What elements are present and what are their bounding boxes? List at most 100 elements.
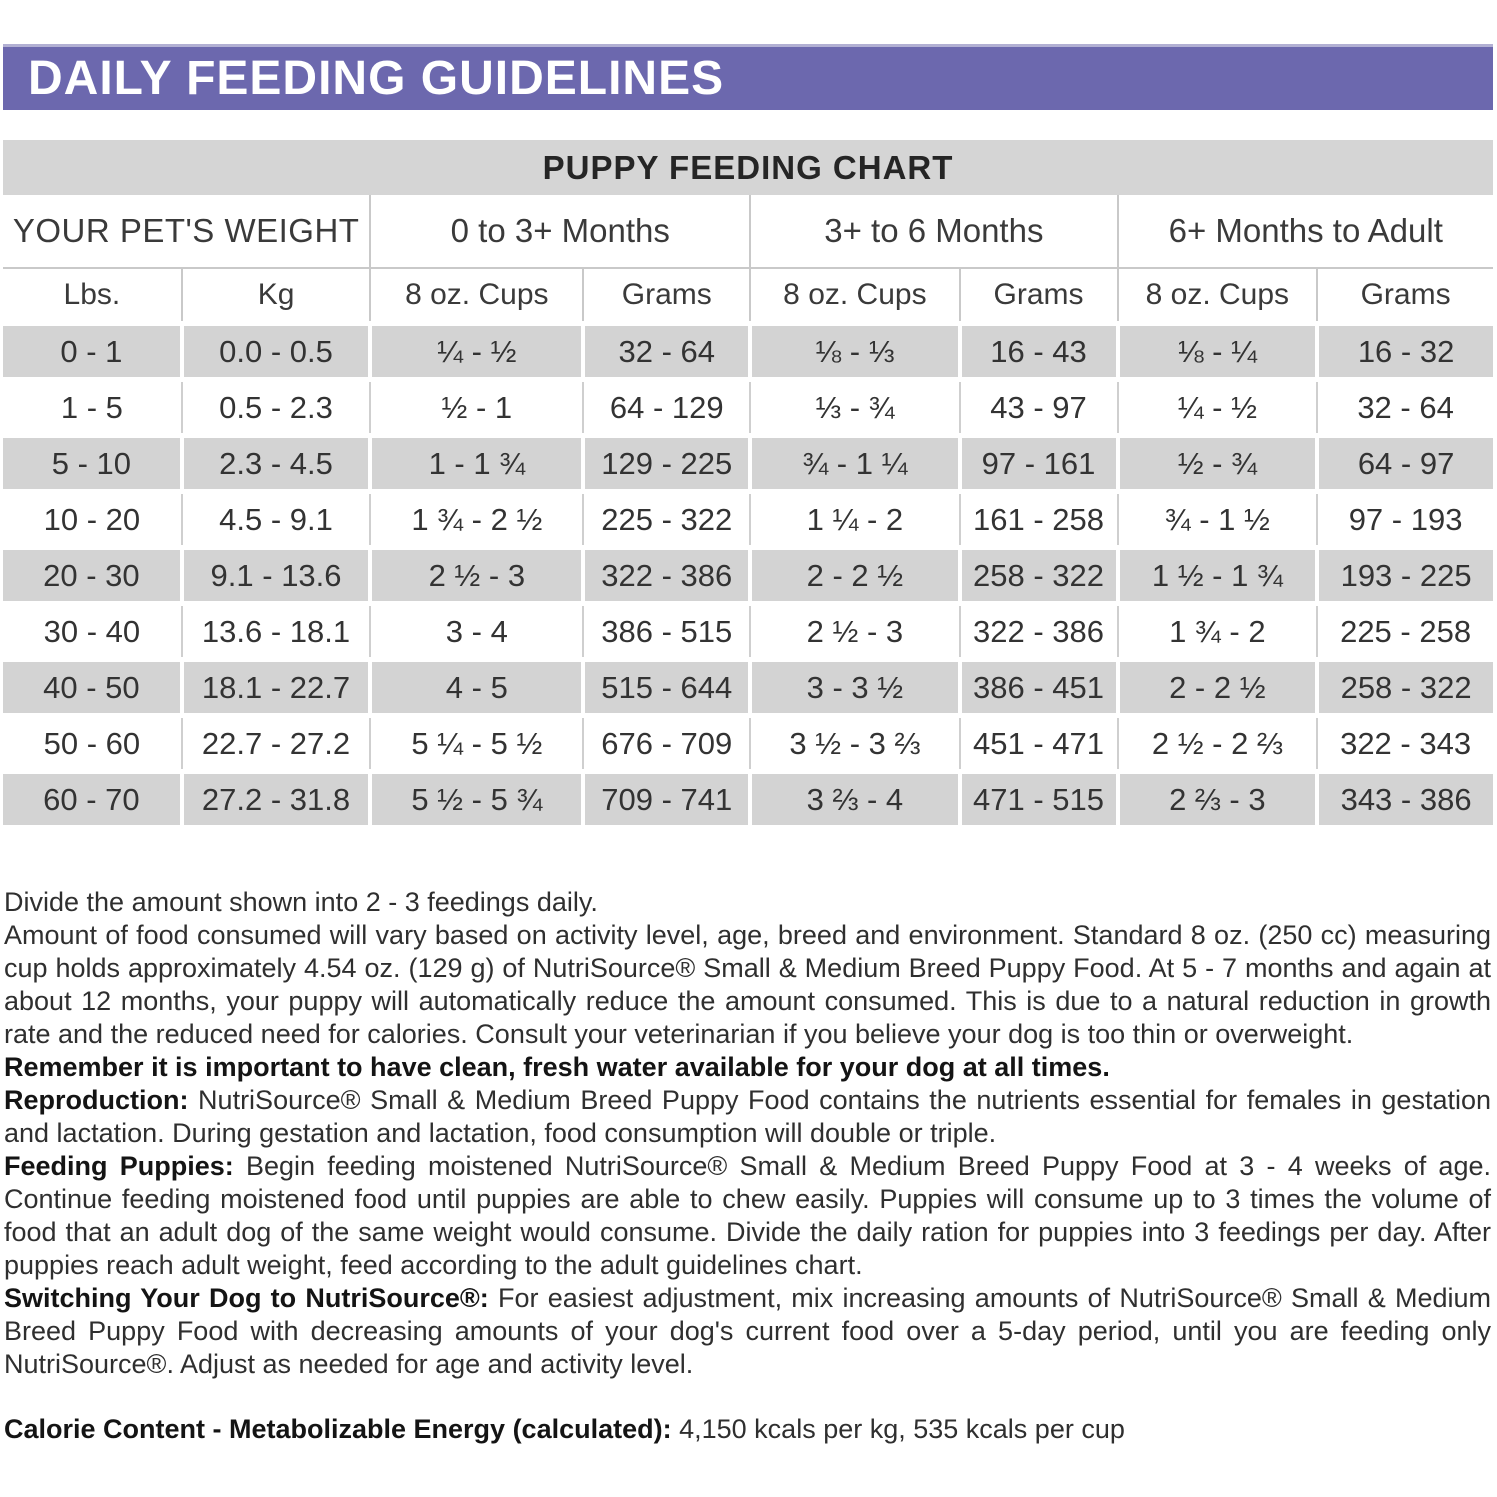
table-row: 1 - 5 0.5 - 2.3 ½ - 1 64 - 129 ⅓ - ¾ 43 - 97 ¼… [3,377,1493,436]
table-row: 5 - 10 2.3 - 4.5 1 - 1 ¾ 129 - 225 ¾ - 1 ¼ 97… [3,433,1493,492]
table-cell: 10 - 20 [3,489,182,548]
note-paragraph: Remember it is important to have clean, … [4,1052,1110,1082]
table-cell: 2 ½ - 3 [749,601,960,660]
table-cell: 3 ½ - 3 ⅔ [749,713,960,772]
note-paragraph: Divide the amount shown into 2 - 3 feedi… [4,887,598,917]
table-cell: ⅛ - ¼ [1115,321,1318,380]
puppy-feeding-chart: PUPPY FEEDING CHART YOUR PET'S WEIGHT 0 … [3,140,1493,825]
table-cell: 16 - 32 [1315,321,1493,380]
table-cell: 676 - 709 [582,713,751,772]
table-cell: 2 - 2 ½ [748,545,960,604]
table-cell: 129 - 225 [581,433,751,492]
note-paragraph: Switching Your Dog to NutriSource®: For … [4,1283,1491,1379]
table-cell: 13.6 - 18.1 [180,601,371,660]
table-cell: 60 - 70 [3,769,182,825]
table-cell: 4.5 - 9.1 [180,489,371,548]
table-cell: 322 - 386 [958,601,1118,660]
table-cell: 515 - 644 [581,657,751,716]
subheader-cell: Lbs. [3,267,182,324]
group-header-cell: 3+ to 6 Months [749,195,1118,268]
table-cell: 9.1 - 13.6 [179,545,371,604]
table-cell: ½ - ¾ [1115,433,1318,492]
group-header-cell: 0 to 3+ Months [369,195,751,268]
subheader-row: Lbs. Kg 8 oz. Cups Grams 8 oz. Cups Gram… [3,267,1493,324]
table-cell: 43 - 97 [958,377,1118,436]
table-cell: 64 - 97 [1315,433,1493,492]
note-paragraph: Feeding Puppies: Begin feeding moistened… [4,1151,1491,1280]
table-cell: ¾ - 1 ½ [1116,489,1318,548]
table-cell: 1 ¾ - 2 [1116,601,1318,660]
table-cell: ¼ - ½ [1116,377,1318,436]
group-header-row: YOUR PET'S WEIGHT 0 to 3+ Months 3+ to 6… [3,195,1493,268]
table-cell: 161 - 258 [958,489,1118,548]
table-cell: 1 ¼ - 2 [749,489,960,548]
table-cell: 4 - 5 [368,657,584,716]
table-cell: 386 - 515 [582,601,751,660]
table-cell: 64 - 129 [582,377,751,436]
subheader-cell: Grams [1316,267,1493,324]
table-cell: 2 - 2 ½ [1115,657,1318,716]
table-cell: 50 - 60 [3,713,182,772]
weight-header-cell: YOUR PET'S WEIGHT [12,212,360,249]
table-row: 60 - 70 27.2 - 31.8 5 ½ - 5 ¾ 709 - 741 3 ⅔ … [3,769,1493,825]
feeding-table-body: 0 - 1 0.0 - 0.5 ¼ - ½ 32 - 64 ⅛ - ⅓ 16 - 43 ⅛ … [3,321,1493,825]
page-title-bar: DAILY FEEDING GUIDELINES [3,44,1493,110]
table-cell: 322 - 386 [581,545,751,604]
table-cell: ¾ - 1 ¼ [748,433,960,492]
table-cell: 5 ½ - 5 ¾ [368,769,584,825]
group-header-cell: 6+ Months to Adult [1116,195,1493,268]
table-cell: 1 - 5 [3,377,182,436]
table-cell: 32 - 64 [1316,377,1493,436]
table-cell: 5 - 10 [3,433,182,492]
table-cell: ⅛ - ⅓ [748,321,960,380]
table-cell: 3 - 3 ½ [748,657,960,716]
chart-title: PUPPY FEEDING CHART [3,140,1493,195]
table-cell: 1 ¾ - 2 ½ [369,489,584,548]
table-cell: 0.5 - 2.3 [180,377,371,436]
table-cell: 1 - 1 ¾ [368,433,584,492]
table-cell: 225 - 322 [582,489,751,548]
subheader-cell: 8 oz. Cups [369,267,584,324]
table-cell: 22.7 - 27.2 [180,713,371,772]
table-cell: 97 - 161 [957,433,1118,492]
table-cell: 40 - 50 [3,657,182,716]
table-cell: 3 - 4 [369,601,584,660]
table-cell: 258 - 322 [957,545,1118,604]
subheader-cell: 8 oz. Cups [1116,267,1318,324]
table-row: 20 - 30 9.1 - 13.6 2 ½ - 3 322 - 386 2 - 2 ½… [3,545,1493,604]
table-cell: 322 - 343 [1316,713,1493,772]
table-cell: 30 - 40 [3,601,182,660]
table-cell: 258 - 322 [1315,657,1493,716]
table-cell: ⅓ - ¾ [749,377,960,436]
table-cell: ½ - 1 [369,377,584,436]
table-row: 50 - 60 22.7 - 27.2 5 ¼ - 5 ½ 676 - 709 3 ½ … [3,713,1493,772]
table-cell: 1 ½ - 1 ¾ [1115,545,1318,604]
table-cell: 27.2 - 31.8 [179,769,371,825]
table-cell: 386 - 451 [957,657,1118,716]
table-cell: 0.0 - 0.5 [179,321,371,380]
subheader-cell: 8 oz. Cups [749,267,960,324]
table-cell: 2.3 - 4.5 [179,433,371,492]
table-cell: ¼ - ½ [368,321,584,380]
table-cell: 97 - 193 [1316,489,1493,548]
notes-section: Divide the amount shown into 2 - 3 feedi… [4,886,1491,1446]
table-cell: 16 - 43 [957,321,1118,380]
table-cell: 3 ⅔ - 4 [748,769,960,825]
subheader-cell: Grams [582,267,751,324]
table-cell: 193 - 225 [1315,545,1493,604]
table-cell: 20 - 30 [3,545,182,604]
table-cell: 2 ½ - 3 [368,545,584,604]
table-cell: 2 ⅔ - 3 [1115,769,1318,825]
table-cell: 2 ½ - 2 ⅔ [1116,713,1318,772]
table-cell: 471 - 515 [957,769,1118,825]
calorie-content-line: Calorie Content - Metabolizable Energy (… [4,1414,1125,1444]
table-row: 0 - 1 0.0 - 0.5 ¼ - ½ 32 - 64 ⅛ - ⅓ 16 - 43 ⅛ … [3,321,1493,380]
subheader-cell: Kg [180,267,371,324]
table-cell: 0 - 1 [3,321,182,380]
note-paragraph: Reproduction: NutriSource® Small & Mediu… [4,1085,1491,1148]
feeding-table: YOUR PET'S WEIGHT 0 to 3+ Months 3+ to 6… [3,195,1493,825]
table-cell: 451 - 471 [958,713,1118,772]
